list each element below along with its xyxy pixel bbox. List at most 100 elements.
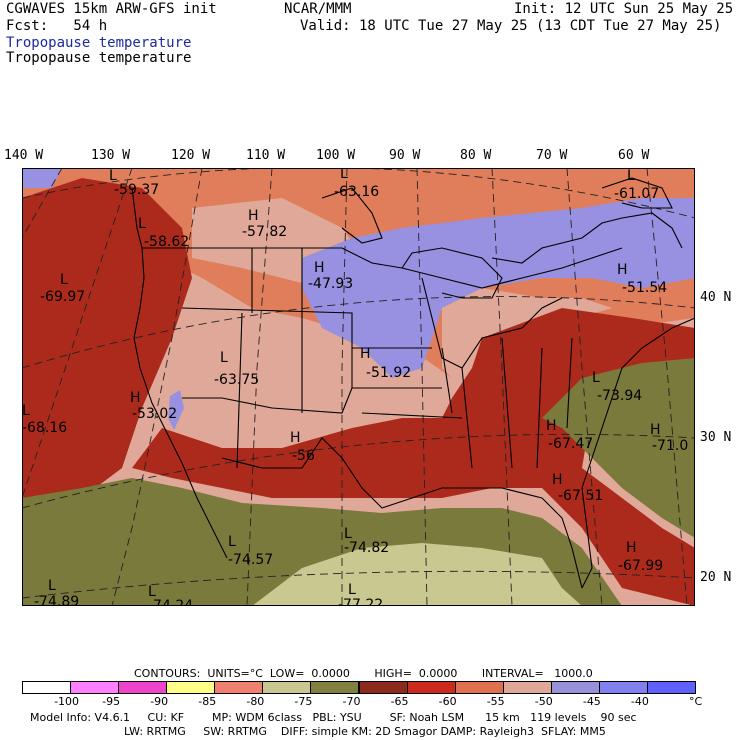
lon-label: 70 W (536, 148, 568, 163)
legend-swatch (406, 681, 456, 694)
legend-swatch (166, 681, 216, 694)
legend-swatch (70, 681, 120, 694)
valid-time: Valid: 18 UTC Tue 27 May 25 (13 CDT Tue … (300, 18, 722, 34)
pressure-markers: L -59.37 L -58.62 H -57.82 L -63.16 L -6… (22, 168, 688, 606)
marker-letter: H (626, 540, 637, 556)
marker-value: -47.93 (308, 276, 353, 292)
contour-info: CONTOURS: UNITS=°C LOW= 0.0000 HIGH= 0.0… (134, 667, 593, 680)
color-legend (22, 681, 696, 694)
marker-value: -74.24 (148, 598, 193, 606)
marker-letter: L (48, 578, 56, 594)
legend-label: -75 (294, 695, 313, 708)
legend-swatch (214, 681, 264, 694)
forecast-hour: Fcst: 54 h (6, 18, 108, 34)
lon-label: 120 W (171, 148, 211, 163)
legend-label: -65 (390, 695, 409, 708)
marker-letter: H (290, 430, 301, 446)
marker-letter: L (228, 534, 236, 550)
marker-letter: H (314, 260, 325, 276)
marker-value: -74.82 (344, 540, 389, 556)
lon-label: 130 W (91, 148, 131, 163)
legend-swatch (454, 681, 504, 694)
marker-letter: H (130, 390, 141, 406)
field-band-purple-nw (22, 168, 62, 188)
marker-value: -77.22 (338, 597, 383, 606)
legend-swatch (22, 681, 72, 694)
marker-letter: L (627, 168, 635, 184)
legend-swatch (358, 681, 408, 694)
lat-label: 30 N (700, 430, 732, 445)
lat-label: 40 N (700, 290, 732, 305)
legend-swatch (310, 681, 360, 694)
marker-letter: H (617, 262, 628, 278)
graticule (22, 168, 695, 606)
lon-label: 140 W (4, 148, 44, 163)
marker-letter: H (650, 422, 661, 438)
marker-letter: H (552, 472, 563, 488)
marker-letter: L (109, 168, 117, 184)
marker-value: -53.02 (132, 406, 177, 422)
field-colored-title: Tropopause temperature (6, 35, 192, 51)
marker-letter: L (220, 350, 228, 366)
legend-label: -70 (342, 695, 361, 708)
lon-label: 100 W (316, 148, 356, 163)
marker-letter: L (60, 272, 68, 288)
marker-value: -61.07 (614, 186, 659, 202)
lat-label: 20 N (700, 570, 732, 585)
model-info-line1: Model Info: V4.6.1 CU: KF MP: WDM 6class… (30, 711, 637, 724)
boundaries (131, 177, 695, 589)
marker-letter: L (138, 216, 146, 232)
run-title: CGWAVES 15km ARW-GFS init (6, 1, 217, 17)
legend-label: -50 (534, 695, 553, 708)
marker-value: -56 (292, 448, 315, 464)
legend-label: -100 (54, 695, 80, 708)
marker-value: -67.99 (618, 558, 663, 574)
org-label: NCAR/MMM (284, 1, 352, 17)
field-band-red-east (132, 308, 695, 606)
marker-value: -69.97 (40, 289, 85, 305)
field-contour-title: Tropopause temperature (6, 50, 192, 66)
legend-swatch (550, 681, 600, 694)
field-band-purple (302, 198, 695, 378)
marker-letter: L (148, 584, 156, 600)
legend-label: -45 (582, 695, 601, 708)
marker-value: -57.82 (242, 224, 287, 240)
marker-letter: L (344, 526, 352, 542)
field-band-khaki (252, 543, 582, 606)
legend-label: -80 (246, 695, 265, 708)
map-frame (22, 168, 695, 606)
lon-label: 80 W (460, 148, 492, 163)
marker-letter: L (340, 168, 348, 182)
marker-value: -74.89 (34, 594, 79, 606)
marker-value: -59.37 (114, 182, 159, 198)
lon-label: 110 W (246, 148, 286, 163)
field-band-purple-sw (168, 390, 184, 430)
marker-value: -63.16 (334, 184, 379, 200)
marker-letter: L (592, 370, 600, 386)
marker-value: -73.94 (597, 388, 642, 404)
marker-letter: H (546, 418, 557, 434)
legend-swatch (118, 681, 168, 694)
marker-value: -51.92 (366, 365, 411, 381)
legend-label: °C (689, 695, 703, 708)
tropopause-temperature-map: L -59.37 L -58.62 H -57.82 L -63.16 L -6… (22, 168, 695, 606)
legend-swatch (646, 681, 696, 694)
marker-value: -71.0 (652, 438, 688, 454)
legend-label: -95 (102, 695, 121, 708)
marker-value: -68.16 (22, 420, 67, 436)
marker-letter: H (360, 346, 371, 362)
lon-label: 60 W (618, 148, 650, 163)
marker-letter: H (248, 208, 259, 224)
legend-swatch (502, 681, 552, 694)
init-time: Init: 12 UTC Sun 25 May 25 (514, 1, 734, 17)
model-info-line2: LW: RRTMG SW: RRTMG DIFF: simple KM: 2D … (124, 725, 606, 738)
legend-swatch (262, 681, 312, 694)
marker-value: -63.75 (214, 372, 259, 388)
marker-value: -51.54 (622, 280, 667, 296)
field-band-olive-east (542, 358, 695, 538)
legend-label: -60 (438, 695, 457, 708)
legend-label: -85 (198, 695, 217, 708)
legend-label: -90 (150, 695, 169, 708)
legend-label: -40 (630, 695, 649, 708)
legend-label: -55 (486, 695, 505, 708)
